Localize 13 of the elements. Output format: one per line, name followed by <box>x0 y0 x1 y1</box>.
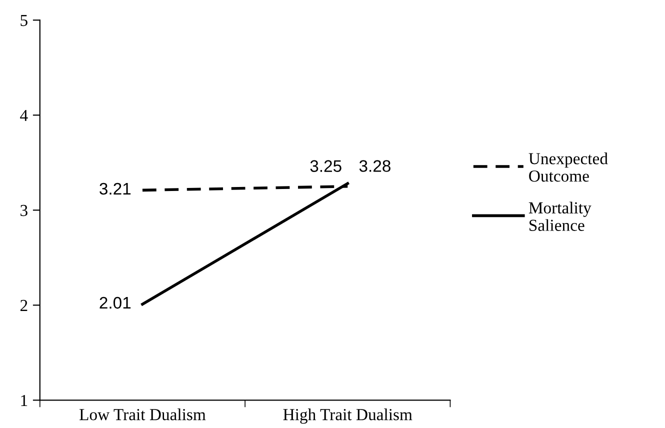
y-tick-label: 4 <box>20 110 28 121</box>
data-label: 3.28 <box>359 160 390 172</box>
data-label: 3.21 <box>100 182 131 195</box>
legend-label: Mortality Salience <box>528 202 592 231</box>
x-tick-label: High Trait Dualism <box>283 408 412 424</box>
x-tick-label: Low Trait Dualism <box>80 408 206 420</box>
y-tick-label: 3 <box>20 204 28 216</box>
y-tick-label: 2 <box>20 300 28 311</box>
data-label: 2.01 <box>100 296 131 309</box>
y-tick-label: 5 <box>20 14 28 26</box>
data-label: 3.25 <box>310 160 342 172</box>
legend-label: Unexpected Outcome <box>528 152 608 182</box>
y-tick-label: 1 <box>21 394 28 406</box>
